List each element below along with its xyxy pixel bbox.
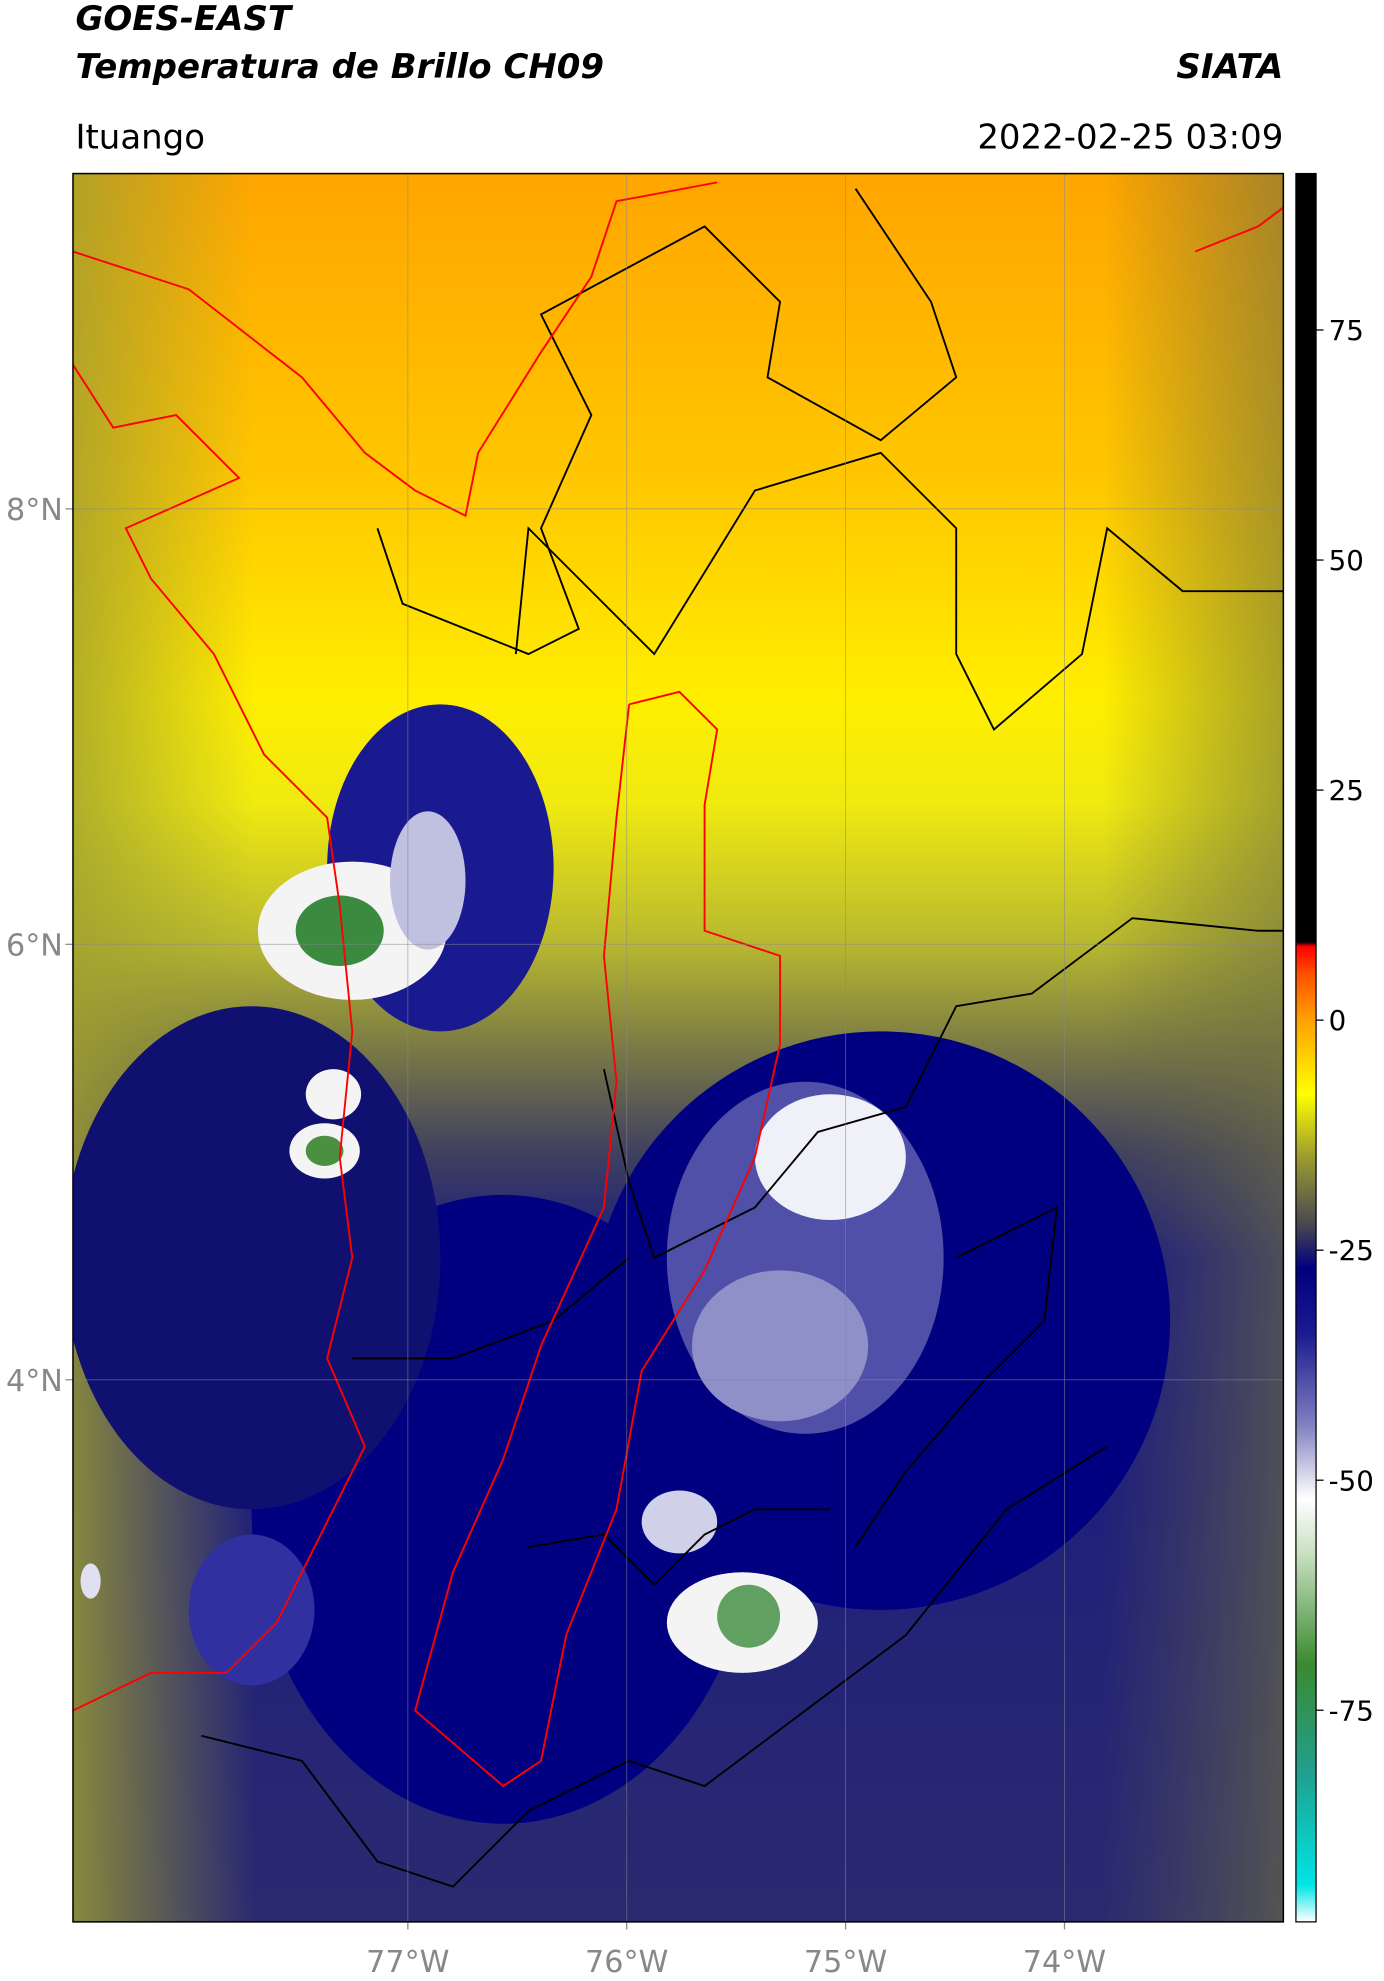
lat-tick-label: 8°N [6, 493, 63, 528]
colorbar-tick-label: 0 [1329, 1004, 1347, 1037]
lon-tick-label: 77°W [366, 1945, 449, 1980]
colorbar-tick-label: -75 [1329, 1694, 1374, 1727]
lon-tick-label: 74°W [1023, 1945, 1106, 1980]
brand: SIATA [1176, 47, 1283, 87]
satellite-image [72, 173, 1284, 1922]
lon-tick-label: 75°W [804, 1945, 887, 1980]
lon-tick-label: 76°W [585, 1945, 668, 1980]
title: Temperatura de Brillo CH09 [75, 47, 604, 87]
colorbar-tick-label: 25 [1329, 774, 1364, 807]
colorbar-tick-label: 50 [1329, 544, 1364, 577]
lat-tick-label: 4°N [6, 1364, 63, 1399]
colorbar-tick-label: -50 [1329, 1464, 1374, 1497]
region: Ituango [75, 117, 205, 157]
colorbar-tick-label: 75 [1329, 314, 1364, 347]
graticule [65, 173, 1284, 1930]
title: GOES-EAST [75, 0, 293, 39]
lat-tick-label: 6°N [6, 929, 63, 964]
datetime: 2022-02-25 03:09 [977, 117, 1283, 157]
colorbar-tick-label: -25 [1329, 1234, 1374, 1267]
map-frame [72, 172, 1285, 1923]
colorbar [1295, 172, 1317, 1923]
